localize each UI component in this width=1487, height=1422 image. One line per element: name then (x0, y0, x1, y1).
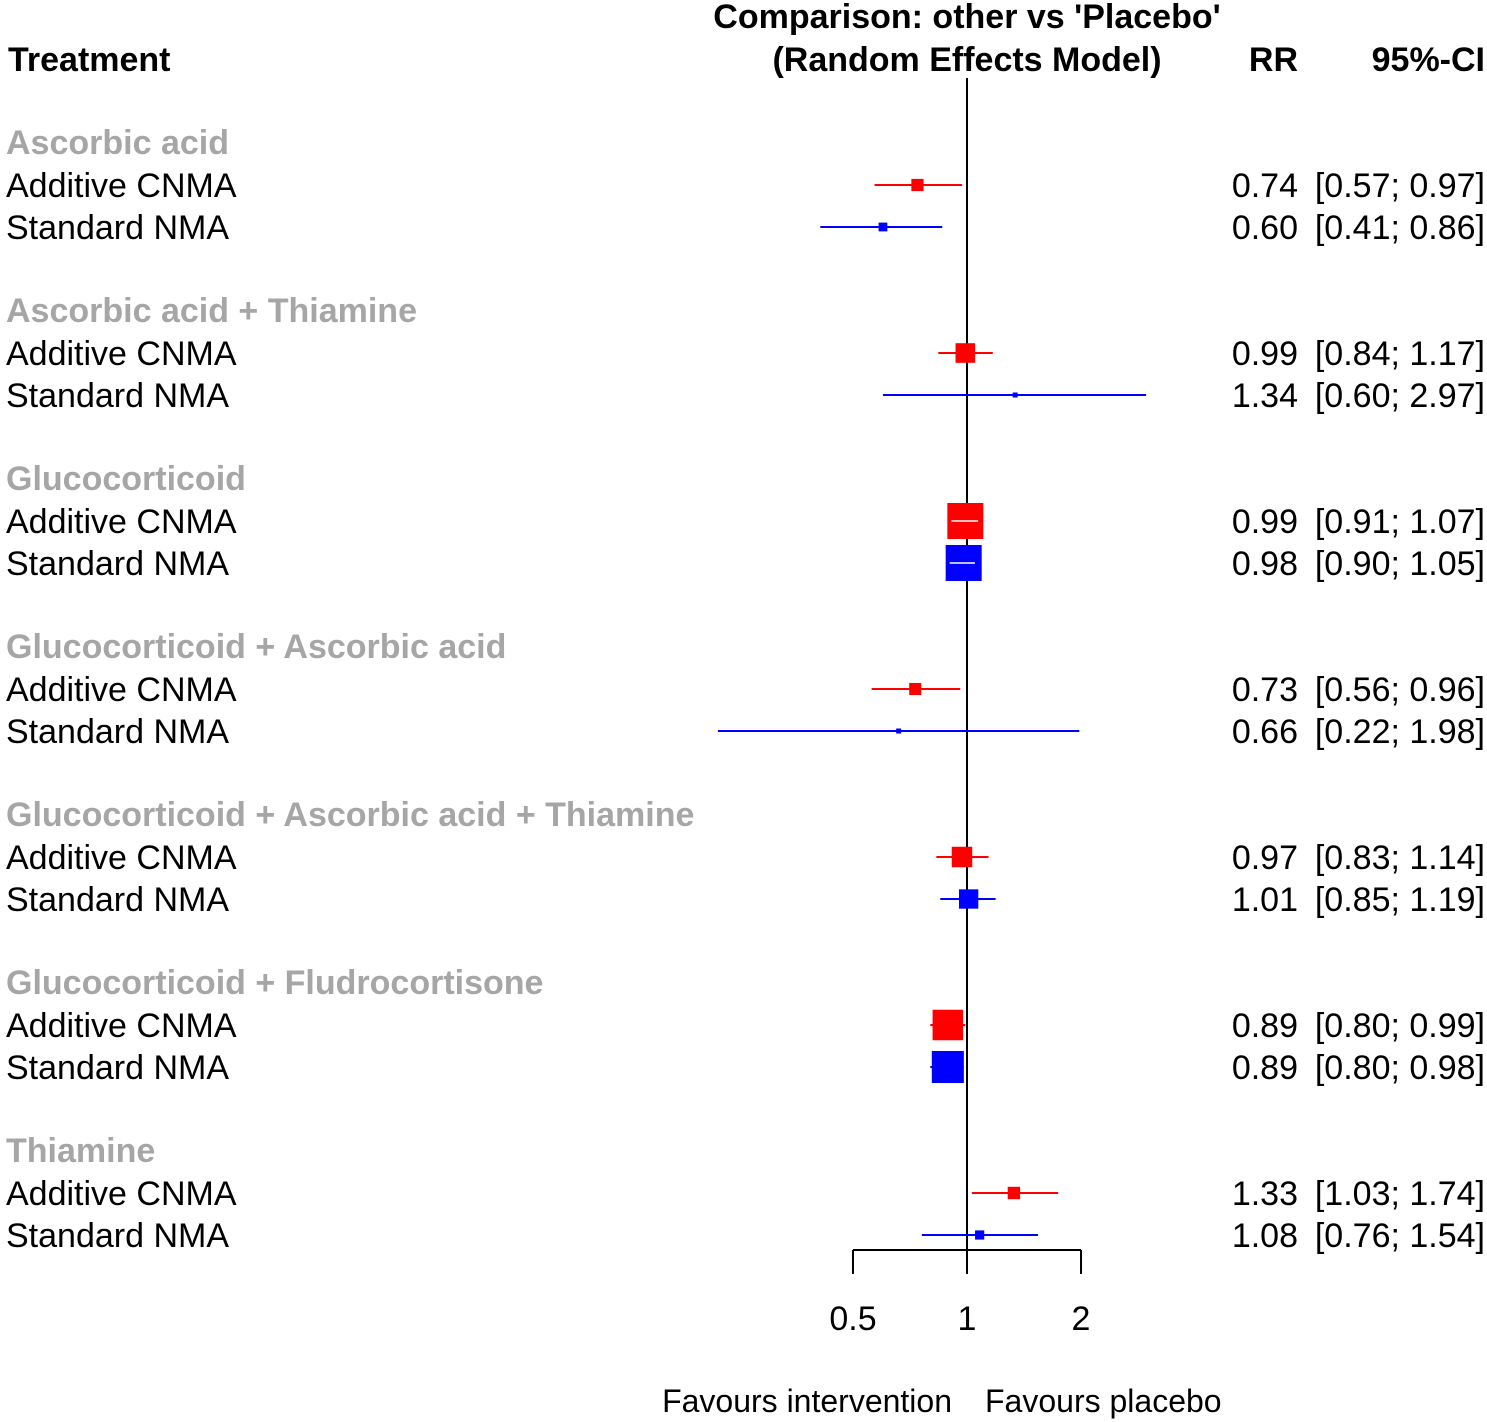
group-label: Ascorbic acid (6, 124, 229, 162)
x-tick-label: 2 (1072, 1300, 1091, 1338)
ci-value: [1.03; 1.74] (1315, 1175, 1485, 1213)
standard-nma-point (878, 222, 888, 232)
method-label: Standard NMA (6, 713, 229, 751)
method-label: Standard NMA (6, 1049, 229, 1087)
ci-value: [0.41; 0.86] (1315, 209, 1485, 247)
standard-nma-point (896, 728, 902, 734)
group-label: Ascorbic acid + Thiamine (6, 292, 417, 330)
ci-value: [0.84; 1.17] (1315, 335, 1485, 373)
method-label: Standard NMA (6, 377, 229, 415)
rr-value: 0.66 (1232, 713, 1298, 751)
rr-value: 1.01 (1232, 881, 1298, 919)
method-label: Additive CNMA (6, 503, 237, 541)
rr-value: 0.99 (1232, 503, 1298, 541)
rr-value: 0.97 (1232, 839, 1298, 877)
x-axis: 0.5 1 2 (829, 1249, 1091, 1338)
ci-value: [0.91; 1.07] (1315, 503, 1485, 541)
x-tick-label: 0.5 (829, 1300, 876, 1338)
rr-value: 0.99 (1232, 335, 1298, 373)
rr-value: 0.89 (1232, 1049, 1298, 1087)
favours-placebo-label: Favours placebo (985, 1383, 1222, 1419)
group-label: Glucocorticoid + Ascorbic acid + Thiamin… (6, 796, 694, 834)
ci-value: [0.80; 0.99] (1315, 1007, 1485, 1045)
ci-value: [0.85; 1.19] (1315, 881, 1485, 919)
method-label: Standard NMA (6, 881, 229, 919)
method-label: Additive CNMA (6, 167, 237, 205)
x-tick-label: 1 (958, 1300, 977, 1338)
standard-nma-point (1012, 392, 1018, 398)
group-label: Glucocorticoid (6, 460, 246, 498)
rr-value: 0.60 (1232, 209, 1298, 247)
method-label: Additive CNMA (6, 1007, 237, 1045)
chart-subtitle: (Random Effects Model) (772, 41, 1161, 79)
standard-nma-point (975, 1230, 985, 1240)
additive-cnma-point (1007, 1186, 1021, 1200)
favours-intervention-label: Favours intervention (662, 1383, 952, 1419)
ci-value: [0.60; 2.97] (1315, 377, 1485, 415)
rr-value: 1.34 (1232, 377, 1298, 415)
additive-cnma-point (911, 178, 924, 192)
method-label: Standard NMA (6, 545, 229, 583)
additive-cnma-point (955, 343, 976, 363)
group-label: Thiamine (6, 1132, 155, 1170)
ci-value: [0.90; 1.05] (1315, 545, 1485, 583)
treatment-column-header: Treatment (8, 41, 171, 79)
ci-value: [0.56; 0.96] (1315, 671, 1485, 709)
method-label: Additive CNMA (6, 1175, 237, 1213)
rr-value: 0.98 (1232, 545, 1298, 583)
method-label: Additive CNMA (6, 335, 237, 373)
ci-value: [0.76; 1.54] (1315, 1217, 1485, 1255)
rr-value: 0.74 (1232, 167, 1298, 205)
ci-value: [0.57; 0.97] (1315, 167, 1485, 205)
additive-cnma-point (909, 682, 922, 696)
chart-title: Comparison: other vs 'Placebo' (713, 0, 1220, 36)
rr-value: 0.89 (1232, 1007, 1298, 1045)
rr-column-header: RR (1249, 41, 1298, 79)
group-label: Glucocorticoid + Ascorbic acid (6, 628, 506, 666)
method-label: Standard NMA (6, 209, 229, 247)
rr-value: 1.33 (1232, 1175, 1298, 1213)
additive-cnma-point (932, 1009, 964, 1041)
standard-nma-point (931, 1050, 964, 1084)
additive-cnma-point (951, 846, 973, 868)
method-label: Additive CNMA (6, 839, 237, 877)
ci-value: [0.80; 0.98] (1315, 1049, 1485, 1087)
group-label: Glucocorticoid + Fludrocortisone (6, 964, 543, 1002)
ci-column-header: 95%-CI (1372, 41, 1485, 79)
ci-value: [0.83; 1.14] (1315, 839, 1485, 877)
rr-value: 1.08 (1232, 1217, 1298, 1255)
ci-value: [0.22; 1.98] (1315, 713, 1485, 751)
method-label: Additive CNMA (6, 671, 237, 709)
standard-nma-point (958, 889, 979, 909)
rr-value: 0.73 (1232, 671, 1298, 709)
method-label: Standard NMA (6, 1217, 229, 1255)
forest-rows: Ascorbic acid Additive CNMA 0.74 [0.57; 0.9… (6, 124, 1485, 1255)
